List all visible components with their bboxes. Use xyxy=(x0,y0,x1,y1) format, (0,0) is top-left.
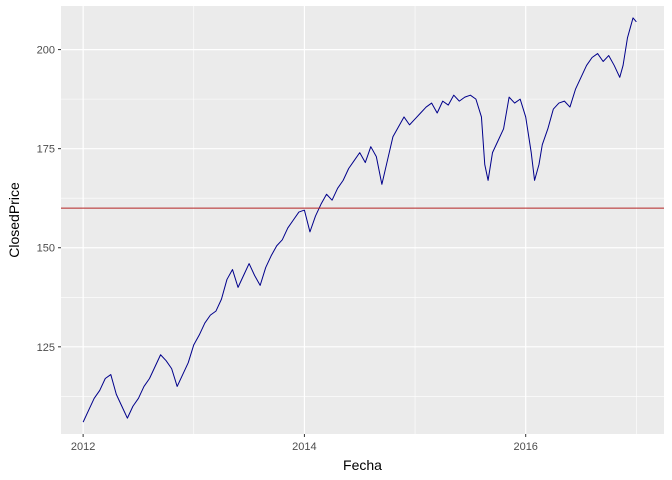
x-tick-label: 2014 xyxy=(292,441,316,453)
x-tick-label: 2012 xyxy=(71,441,95,453)
y-tick-label: 175 xyxy=(37,144,55,156)
x-axis-title: Fecha xyxy=(343,457,382,473)
y-tick-label: 200 xyxy=(37,45,55,57)
minor-gridlines xyxy=(61,6,664,434)
y-tick-label: 125 xyxy=(37,342,55,354)
y-tick-label: 150 xyxy=(37,243,55,255)
series-line-0 xyxy=(82,17,637,423)
x-axis: 2012 2014 2016 xyxy=(71,434,538,453)
y-axis-title: ClosedPrice xyxy=(6,182,22,258)
major-gridlines xyxy=(61,6,664,434)
x-tick-label: 2016 xyxy=(513,441,537,453)
series-layer xyxy=(82,17,637,423)
y-axis: 125 150 175 200 xyxy=(37,45,61,354)
plot-panel xyxy=(61,6,664,434)
